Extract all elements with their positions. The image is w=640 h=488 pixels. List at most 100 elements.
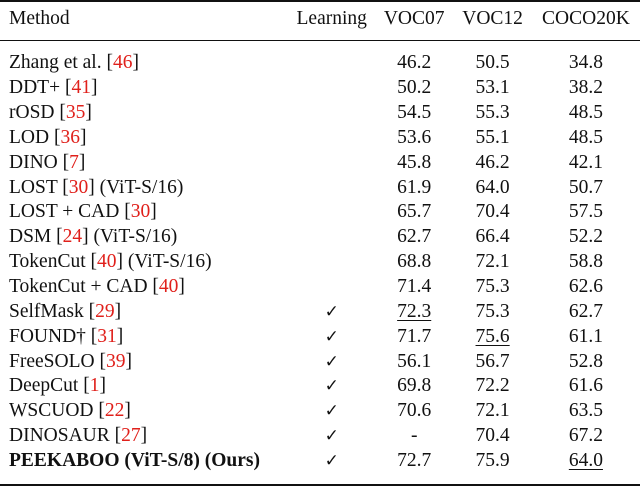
coco20k-cell: 61.6 <box>568 375 603 397</box>
learning-cell <box>288 175 375 200</box>
learning-cell <box>288 275 375 300</box>
method-name: TokenCut [ <box>9 251 97 273</box>
best-value: 67.2 <box>568 425 603 447</box>
reference-link[interactable]: 29 <box>95 300 115 322</box>
voc07-cell: 71.7 <box>397 325 432 347</box>
table-row: rOSD [35] 54.5 55.3 48.5 <box>0 101 640 126</box>
method-suffix: ] <box>79 126 87 148</box>
voc12-cell: 75.6 <box>453 324 531 349</box>
reference-link[interactable]: 40 <box>158 276 179 298</box>
voc07-cell: 65.7 <box>397 201 432 223</box>
learning-cell <box>288 200 375 225</box>
method-name: LOST [ <box>9 176 69 198</box>
method-name: FOUND† [ <box>9 325 98 347</box>
method-cell: FreeSOLO [39] <box>0 349 288 374</box>
learning-cell <box>288 126 375 151</box>
reference-link[interactable]: 41 <box>71 77 91 99</box>
voc12-cell: 75.3 <box>475 276 510 298</box>
method-name: DINO [ <box>9 151 70 173</box>
reference-link[interactable]: 31 <box>97 325 117 347</box>
method-suffix: ] <box>132 52 139 74</box>
voc07-cell: 56.1 <box>397 350 432 372</box>
method-name: DeepCut [ <box>9 375 90 397</box>
table-row: FreeSOLO [39] ✓ 56.1 56.7 52.8 <box>0 349 640 374</box>
learning-cell <box>288 76 375 101</box>
voc12-cell: 53.1 <box>475 77 510 99</box>
method-name: SelfMask [ <box>9 300 96 322</box>
voc07-cell: 46.2 <box>397 52 432 74</box>
voc12-cell: 72.1 <box>475 251 510 273</box>
reference-link[interactable]: 30 <box>68 176 89 198</box>
table-row: DDT+ [41] 50.2 53.1 38.2 <box>0 76 640 101</box>
coco20k-cell: 58.8 <box>568 251 603 273</box>
voc12-cell: 70.4 <box>475 201 510 223</box>
method-suffix: ] (ViT-S/16) <box>82 226 178 248</box>
table-row-ours: PEEKABOO (ViT-S/8) (Ours) ✓ 72.7 75.9 64… <box>0 449 640 474</box>
coco20k-cell: 62.6 <box>568 276 603 298</box>
method-name: Zhang et al. [ <box>9 52 113 74</box>
voc07-cell: 45.8 <box>397 151 432 173</box>
reference-link[interactable]: 46 <box>112 52 133 74</box>
method-suffix: ] <box>124 400 131 422</box>
method-suffix: ] <box>178 276 185 298</box>
method-name: TokenCut + CAD [ <box>9 276 159 298</box>
table-row: TokenCut + CAD [40] 71.4 75.3 62.6 <box>0 275 640 300</box>
second-best-value: 64.0 <box>568 449 603 471</box>
voc07-cell: 68.8 <box>397 251 432 273</box>
header-coco20k: COCO20K <box>542 8 630 29</box>
reference-link[interactable]: 22 <box>104 400 125 422</box>
second-best-value: 75.6 <box>475 325 510 347</box>
reference-link[interactable]: 24 <box>62 226 83 248</box>
voc07-cell: 54.5 <box>397 102 432 124</box>
method-suffix: ] <box>140 425 148 447</box>
coco20k-cell: 52.2 <box>568 226 603 248</box>
method-cell: FOUND† [31] <box>0 324 288 349</box>
method-cell: SelfMask [29] <box>0 299 288 324</box>
learning-cell <box>288 101 375 126</box>
coco20k-cell: 52.8 <box>568 350 603 372</box>
reference-link[interactable]: 30 <box>130 201 151 223</box>
method-suffix: ] (ViT-S/16) <box>88 176 184 198</box>
coco20k-cell: 48.5 <box>568 126 603 148</box>
method-cell: DeepCut [1] <box>0 374 288 399</box>
voc12-cell: 75.3 <box>475 300 510 322</box>
table-row: DeepCut [1] ✓ 69.8 72.2 61.6 <box>0 374 640 399</box>
method-name: WSCUOD [ <box>9 400 105 422</box>
voc07-cell: 61.9 <box>397 176 432 198</box>
voc12-cell: 72.1 <box>475 400 510 422</box>
learning-cell <box>288 225 375 250</box>
voc12-cell: 66.4 <box>475 226 510 248</box>
method-cell: LOST [30] (ViT-S/16) <box>0 175 288 200</box>
table-row: DINO [7] 45.8 46.2 42.1 <box>0 150 640 175</box>
method-cell: DDT+ [41] <box>0 76 288 101</box>
table-row: TokenCut [40] (ViT-S/16) 68.8 72.1 58.8 <box>0 250 640 275</box>
method-name-ours: PEEKABOO (ViT-S/8) (Ours) <box>9 449 260 471</box>
reference-link[interactable]: 36 <box>60 126 80 148</box>
reference-link[interactable]: 40 <box>97 251 117 273</box>
reference-link[interactable]: 39 <box>105 350 126 372</box>
header-method: Method <box>9 8 70 29</box>
header-learning: Learning <box>296 8 367 29</box>
voc07-cell: 53.6 <box>397 126 432 148</box>
reference-link[interactable]: 1 <box>89 375 100 397</box>
voc12-cell: 50.5 <box>475 52 510 74</box>
voc07-cell: 50.2 <box>397 77 432 99</box>
coco20k-cell: 34.8 <box>568 52 603 74</box>
reference-link[interactable]: 35 <box>65 102 86 124</box>
voc12-cell: 64.0 <box>475 176 510 198</box>
method-cell: DINO [7] <box>0 150 288 175</box>
method-suffix: ] <box>150 201 157 223</box>
reference-link[interactable]: 27 <box>121 425 141 447</box>
method-cell: WSCUOD [22] <box>0 399 288 424</box>
voc12-cell: 46.2 <box>475 151 510 173</box>
voc07-cell: 72.3 <box>375 299 453 324</box>
method-suffix: ] <box>99 375 106 397</box>
learning-checkmark: ✓ <box>324 401 339 422</box>
voc12-cell: 55.1 <box>475 126 510 148</box>
reference-link[interactable]: 7 <box>69 151 79 173</box>
method-suffix: ] <box>90 77 98 99</box>
method-suffix: ] (ViT-S/16) <box>116 251 212 273</box>
header-voc12: VOC12 <box>462 8 523 29</box>
coco20k-cell: 38.2 <box>568 77 603 99</box>
